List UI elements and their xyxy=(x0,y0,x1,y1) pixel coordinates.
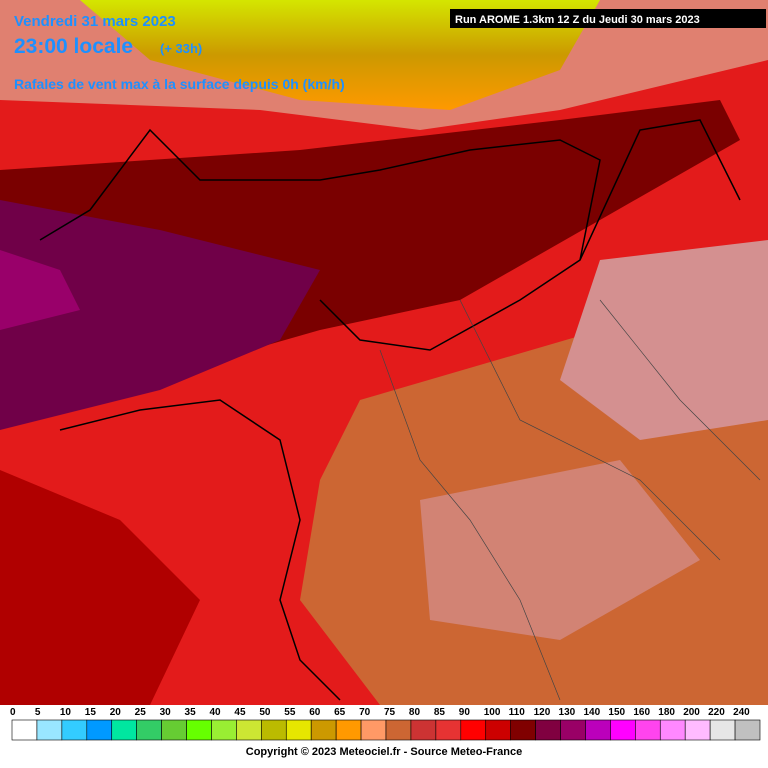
legend-swatch xyxy=(310,719,337,741)
legend-label: 20 xyxy=(110,707,122,718)
legend-label: 140 xyxy=(583,707,600,718)
legend-swatch xyxy=(635,719,661,741)
legend-label: 65 xyxy=(334,707,346,718)
legend-label: 15 xyxy=(85,707,97,718)
legend-swatch xyxy=(585,719,611,741)
legend-label: 240 xyxy=(733,707,750,718)
land-pink xyxy=(560,240,768,440)
date: Vendredi 31 mars 2023 xyxy=(14,13,176,30)
legend-swatch xyxy=(211,719,237,741)
legend-swatch xyxy=(360,719,387,741)
legend-label: 75 xyxy=(384,707,396,718)
legend-swatch xyxy=(709,719,736,741)
legend-label: 5 xyxy=(35,707,41,718)
legend-swatch xyxy=(261,719,287,741)
legend-label: 80 xyxy=(409,707,421,718)
legend-label: 220 xyxy=(708,707,725,718)
legend-swatch xyxy=(435,719,462,741)
time: 23:00 locale xyxy=(14,35,133,58)
sea-red xyxy=(0,470,200,705)
legend-label: 30 xyxy=(160,707,172,718)
legend-label: 120 xyxy=(534,707,551,718)
legend-swatch xyxy=(285,719,312,741)
run-box xyxy=(450,9,766,28)
legend-swatch xyxy=(734,719,761,741)
legend-label: 0 xyxy=(10,707,16,718)
legend-swatch xyxy=(136,719,162,741)
lead-time: (+ 33h) xyxy=(160,41,202,56)
run: Run AROME 1.3km 12 Z du Jeudi 30 mars 20… xyxy=(455,14,700,26)
purple-core xyxy=(0,250,80,330)
legend-swatch xyxy=(684,719,711,741)
legend-label: 110 xyxy=(509,707,526,718)
borders xyxy=(379,299,761,701)
map xyxy=(0,0,768,705)
legend-label: 45 xyxy=(234,707,246,718)
legend-label: 180 xyxy=(658,707,675,718)
legend-swatch xyxy=(61,719,88,741)
legend-swatch xyxy=(186,719,212,741)
legend-label: 60 xyxy=(309,707,321,718)
legend: 0 5 10 15 20 25 30 35 40 45 50 55 60 65 70 75 80 85 90 100 1… xyxy=(10,707,761,741)
coastline xyxy=(39,119,741,701)
legend-label: 25 xyxy=(135,707,147,718)
legend-swatch xyxy=(410,719,437,741)
legend-label: 10 xyxy=(60,707,72,718)
legend-label: 40 xyxy=(209,707,221,718)
legend-label: 130 xyxy=(559,707,576,718)
legend-swatch xyxy=(335,719,362,741)
legend-label: 200 xyxy=(683,707,700,718)
legend-swatch xyxy=(36,719,63,741)
legend-swatch xyxy=(86,719,113,741)
legend-label: 150 xyxy=(608,707,625,718)
legend-swatch xyxy=(460,719,487,741)
legend-label: 50 xyxy=(259,707,271,718)
legend-label: 55 xyxy=(284,707,296,718)
legend-swatch xyxy=(111,719,137,741)
legend-swatch xyxy=(510,719,536,741)
legend-swatch xyxy=(236,719,262,741)
legend-swatch xyxy=(535,719,561,741)
purple-zone xyxy=(0,200,320,430)
legend-label: 85 xyxy=(434,707,446,718)
legend-swatch xyxy=(659,719,686,741)
legend-swatch xyxy=(485,719,511,741)
legend-label: 70 xyxy=(359,707,371,718)
legend-swatch xyxy=(610,719,636,741)
legend-swatch xyxy=(560,719,586,741)
legend-swatch xyxy=(161,719,187,741)
land-pink-2 xyxy=(420,460,700,640)
legend-label: 35 xyxy=(185,707,197,718)
legend-swatch xyxy=(385,719,412,741)
legend-swatch xyxy=(11,719,38,741)
legend-label: 90 xyxy=(459,707,471,718)
variable: Rafales de vent max à la surface depuis … xyxy=(14,76,345,92)
legend-label: 160 xyxy=(633,707,650,718)
legend-label: 100 xyxy=(484,707,501,718)
copyright: Copyright © 2023 Meteociel.fr - Source M… xyxy=(246,746,522,758)
